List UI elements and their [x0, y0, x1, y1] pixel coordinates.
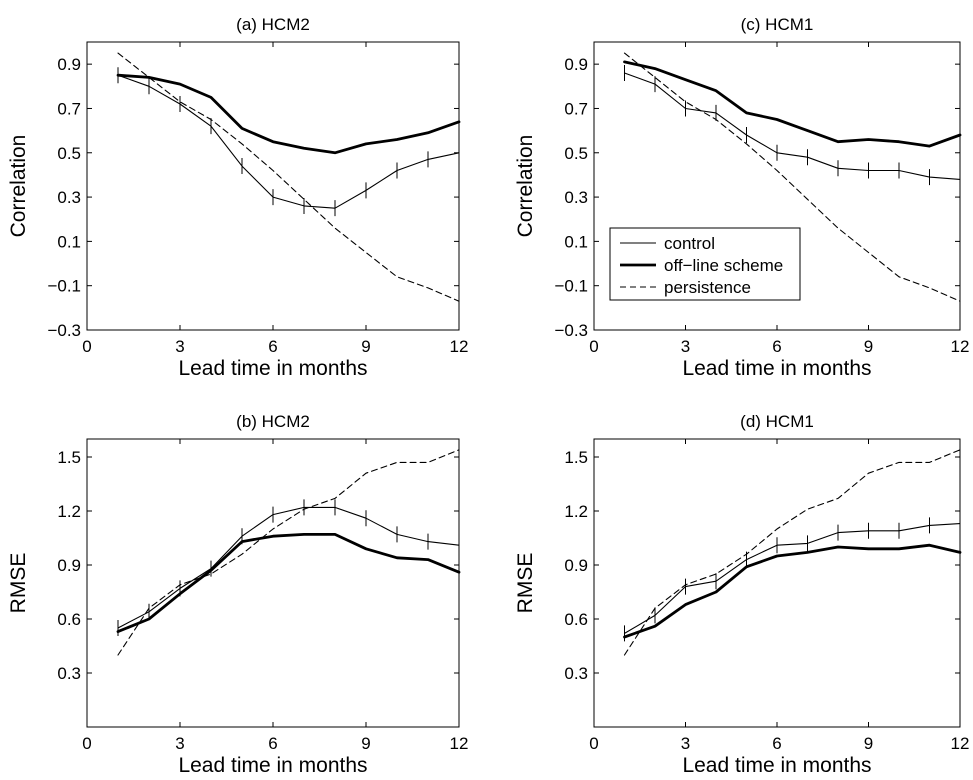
chart-panel-3: (d) HCM1 0 3 6 9 12 1.5 1.2 0.9 0.6 0.3 Lead time i… [514, 412, 969, 777]
x-tick-label: 0 [589, 734, 598, 753]
y-tick-label: −0.3 [554, 321, 588, 340]
x-tick-label: 9 [361, 337, 370, 356]
chart-title: (a) HCM2 [236, 15, 310, 34]
y-tick-label: 0.3 [564, 664, 588, 683]
y-axis-label: RMSE [514, 553, 537, 614]
series-line-dashed [117, 52, 460, 302]
chart-title: (c) HCM1 [741, 15, 814, 34]
series-line-dashed [623, 449, 961, 656]
series-line-thin [117, 74, 460, 209]
y-tick-label: 0.7 [57, 99, 81, 118]
y-tick-label: 1.2 [57, 502, 81, 521]
chart-panel-0: (a) HCM2 0 3 6 9 12 0.9 0.7 0.5 0.3 0.1 −0.1 −0.3 Lea… [7, 15, 468, 380]
y-tick-label: 0.5 [57, 144, 81, 163]
y-tick-label: −0.1 [554, 277, 588, 296]
x-tick-label: 6 [772, 734, 781, 753]
y-axis-label: Correlation [514, 135, 537, 238]
x-axis-label: Lead time in months [178, 357, 367, 380]
legend-label: off−line scheme [664, 256, 783, 275]
x-tick-label: 9 [361, 734, 370, 753]
x-axis-label: Lead time in months [178, 754, 367, 777]
series-line-thin [623, 72, 961, 180]
y-tick-label: 0.3 [564, 188, 588, 207]
y-tick-label: 0.9 [564, 55, 588, 74]
chart-title: (d) HCM1 [740, 412, 814, 431]
y-tick-label: −0.1 [47, 277, 81, 296]
x-tick-label: 9 [864, 734, 873, 753]
y-tick-label: 0.5 [564, 144, 588, 163]
chart-panel-2: (b) HCM2 0 3 6 9 12 1.5 1.2 0.9 0.6 0.3 Lead time i… [7, 412, 468, 777]
series-line-thin [117, 506, 460, 629]
y-tick-label: 1.5 [564, 448, 588, 467]
y-tick-label: 0.9 [564, 556, 588, 575]
plot-frame [593, 438, 961, 728]
y-tick-label: 0.6 [57, 610, 81, 629]
legend-label: control [664, 234, 715, 253]
x-tick-label: 9 [864, 337, 873, 356]
x-tick-label: 3 [681, 734, 690, 753]
plot-frame [86, 438, 460, 728]
x-tick-label: 12 [951, 337, 970, 356]
y-axis-label: Correlation [7, 135, 30, 238]
x-axis-label: Lead time in months [682, 754, 871, 777]
x-tick-label: 6 [772, 337, 781, 356]
x-tick-label: 6 [268, 337, 277, 356]
plot-frame [86, 41, 460, 331]
x-tick-label: 12 [450, 337, 469, 356]
x-tick-label: 0 [589, 337, 598, 356]
series-line-bold [623, 543, 962, 639]
y-tick-label: 0.1 [57, 232, 81, 251]
series-line-bold [116, 533, 461, 633]
y-tick-label: 0.9 [57, 556, 81, 575]
x-tick-label: 3 [175, 337, 184, 356]
x-tick-label: 3 [681, 337, 690, 356]
y-axis-label: RMSE [7, 553, 30, 614]
y-tick-label: 0.9 [57, 55, 81, 74]
series-line-dashed [117, 449, 460, 656]
series-line-dashed [623, 52, 961, 302]
series-line-thin [623, 523, 961, 634]
x-tick-label: 3 [175, 734, 184, 753]
x-tick-label: 0 [82, 734, 91, 753]
y-tick-label: 1.5 [57, 448, 81, 467]
y-tick-label: 1.2 [564, 502, 588, 521]
series-line-bold [116, 73, 461, 155]
y-tick-label: 0.7 [564, 99, 588, 118]
y-tick-label: 0.3 [57, 188, 81, 207]
x-tick-label: 6 [268, 734, 277, 753]
x-tick-label: 12 [450, 734, 469, 753]
y-tick-label: 0.3 [57, 664, 81, 683]
y-tick-label: 0.1 [564, 232, 588, 251]
y-tick-label: −0.3 [47, 321, 81, 340]
x-tick-label: 12 [951, 734, 970, 753]
series-line-bold [623, 60, 962, 148]
x-axis-label: Lead time in months [682, 357, 871, 380]
chart-panel-1: (c) HCM1 0 3 6 9 12 0.9 0.7 0.5 0.3 0.1 −0.1 −0.3 Lea… [514, 15, 969, 380]
x-tick-label: 0 [82, 337, 91, 356]
legend-label: persistence [664, 278, 751, 297]
y-tick-label: 0.6 [564, 610, 588, 629]
chart-title: (b) HCM2 [236, 412, 310, 431]
